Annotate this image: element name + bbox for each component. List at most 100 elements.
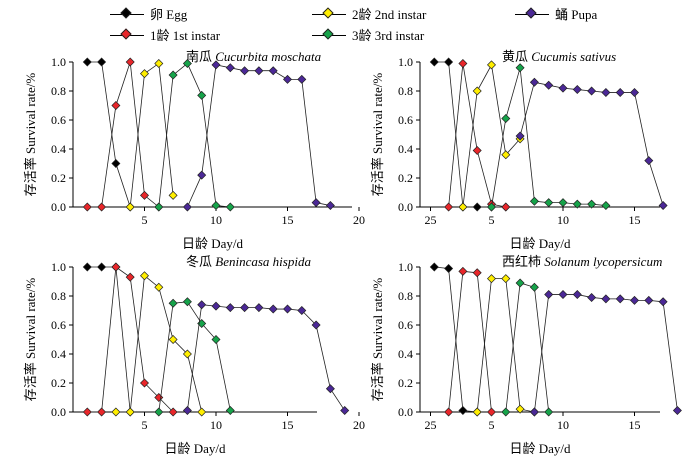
data-point [501, 114, 511, 124]
y-tick-label: 0.6 [398, 113, 413, 127]
data-point [125, 202, 135, 212]
y-tick-label: 0.4 [51, 347, 66, 361]
x-tick-label: 15 [629, 213, 641, 227]
data-point [268, 304, 278, 314]
legend-label: 卵 Egg [150, 7, 188, 22]
x-tick-label: 20 [353, 418, 365, 432]
data-point [472, 268, 482, 278]
data-point [429, 57, 439, 67]
y-tick-label: 1.0 [51, 260, 66, 274]
y-tick-label: 0.2 [51, 376, 66, 390]
y-tick-label: 0.4 [398, 347, 413, 361]
data-point [125, 272, 135, 282]
legend-label: 2龄 2nd instar [352, 7, 427, 22]
data-point [544, 290, 554, 300]
data-point [182, 297, 192, 307]
panel-title-cn: 南瓜 [186, 49, 215, 64]
data-point [168, 407, 178, 417]
data-point [487, 60, 496, 70]
y-axis-label: 存活率 Survival rate/% [23, 278, 38, 402]
panel-title-latin: Solanum lycopersicum [544, 254, 662, 269]
series-line [505, 282, 550, 413]
data-point [587, 292, 597, 302]
data-point [458, 266, 468, 276]
data-point [458, 58, 468, 68]
legend-label: 3龄 3rd instar [352, 28, 425, 43]
x-tick-label: 25 [425, 418, 437, 432]
data-point [82, 262, 92, 272]
data-point [529, 196, 539, 206]
data-point [283, 304, 292, 314]
data-point [572, 199, 582, 209]
data-point [615, 87, 625, 97]
data-point [140, 190, 149, 200]
x-axis-label: 日龄 Day/d [509, 236, 571, 251]
x-tick-label: 10 [557, 418, 569, 432]
data-point [254, 66, 264, 76]
data-point [529, 407, 539, 417]
legend-label: 蛹 Pupa [555, 7, 598, 22]
data-point [658, 297, 668, 307]
data-point [197, 300, 207, 310]
y-tick-label: 1.0 [51, 55, 66, 69]
legend-item: 2龄 2nd instar [312, 4, 426, 23]
series-line [462, 63, 521, 208]
data-point [630, 87, 639, 97]
data-point [154, 58, 164, 68]
x-tick-label: 5 [489, 213, 495, 227]
data-point [82, 57, 92, 67]
data-point [154, 282, 164, 292]
data-point [515, 278, 525, 288]
y-tick-label: 1.0 [398, 55, 413, 69]
legend-item: 1龄 1st instar [110, 25, 220, 44]
data-point [444, 57, 454, 67]
data-point [82, 407, 92, 417]
data-point [311, 198, 321, 208]
data-point [211, 301, 221, 311]
y-tick-label: 0.2 [51, 171, 66, 185]
legend-line-sample [515, 6, 549, 20]
data-point [501, 202, 511, 212]
data-point [658, 201, 668, 211]
x-tick-label: 5 [142, 213, 148, 227]
data-point [297, 74, 307, 84]
data-point [501, 274, 511, 284]
data-point [111, 101, 121, 110]
data-point [472, 407, 482, 417]
data-point [97, 407, 107, 417]
data-point [572, 85, 582, 95]
data-point [615, 294, 625, 304]
data-point [168, 190, 178, 200]
y-tick-label: 0.6 [51, 318, 66, 332]
series-line [158, 62, 231, 208]
data-point [240, 303, 250, 313]
y-tick-label: 0.0 [398, 405, 413, 419]
panel-title-cn: 冬瓜 [186, 254, 215, 269]
data-point [168, 298, 178, 308]
y-tick-label: 0.6 [51, 113, 66, 127]
data-point [529, 77, 539, 87]
x-tick-label: 10 [210, 213, 222, 227]
data-point [240, 66, 250, 76]
data-point [97, 262, 107, 272]
legend-item: 蛹 Pupa [515, 4, 597, 23]
data-point [97, 57, 107, 67]
legend-line-sample [312, 27, 346, 41]
data-point [444, 263, 454, 273]
x-tick-label: 5 [142, 418, 148, 432]
series-line [534, 294, 678, 413]
data-point [487, 202, 496, 212]
data-point [444, 202, 454, 212]
data-point [197, 90, 207, 100]
data-point [515, 63, 525, 73]
series-line [87, 61, 131, 208]
series-line [115, 274, 203, 413]
data-point [140, 69, 149, 79]
y-tick-label: 0.0 [398, 200, 413, 214]
legend-item: 3龄 3rd instar [312, 25, 424, 44]
y-tick-label: 0.8 [398, 84, 413, 98]
data-point [111, 159, 121, 168]
y-axis-label: 存活率 Survival rate/% [370, 278, 385, 402]
data-point [111, 407, 121, 417]
